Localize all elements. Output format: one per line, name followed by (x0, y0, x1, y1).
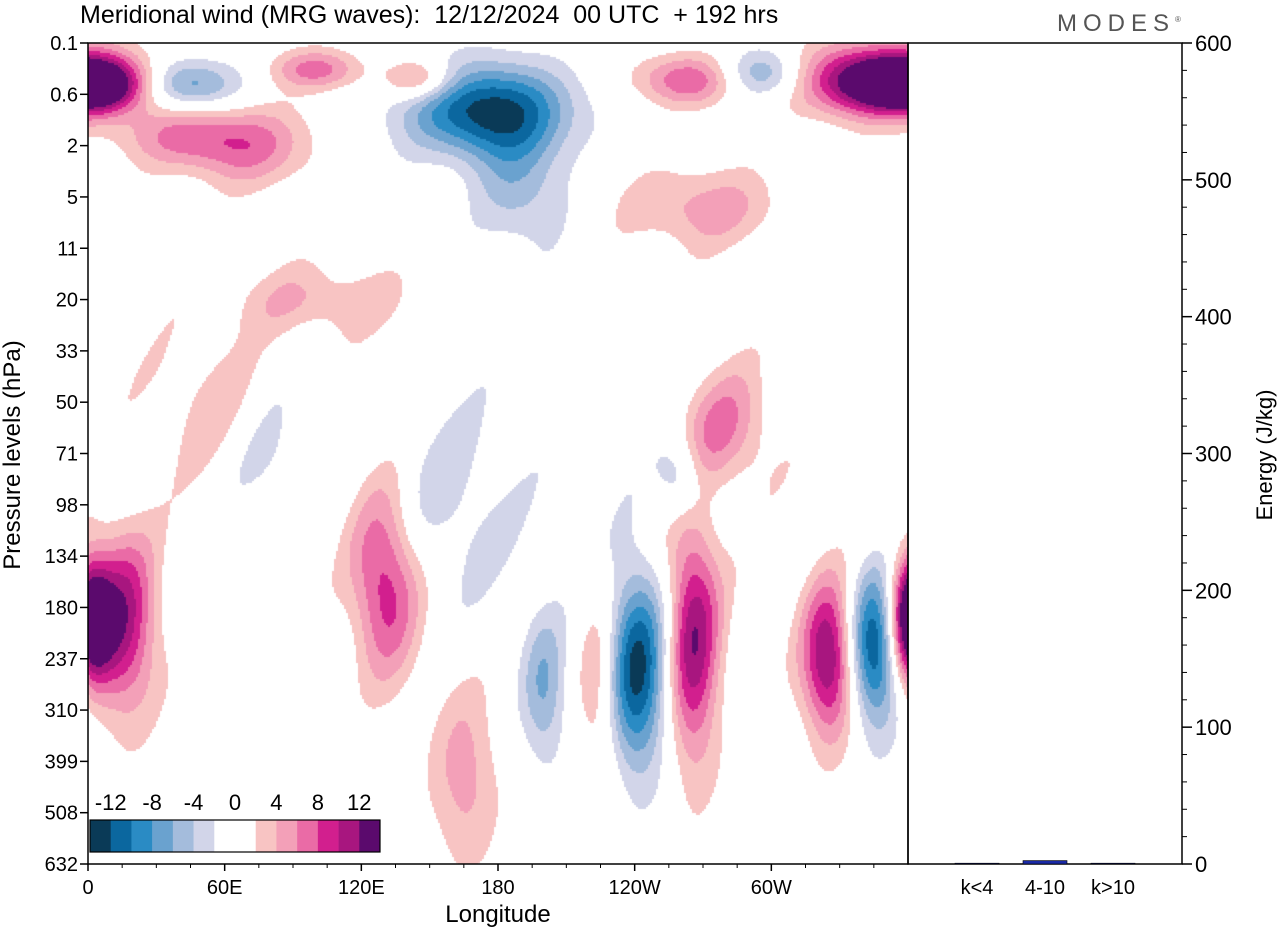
colorbar-label: 12 (347, 790, 371, 815)
colorbar-label: -8 (142, 790, 162, 815)
colorbar-swatch (255, 820, 277, 852)
y-tick-label: 33 (56, 341, 78, 363)
heatmap-canvas (88, 43, 908, 864)
y-tick-label: 11 (57, 238, 78, 260)
y-tick-label: 134 (45, 546, 78, 568)
colorbar-swatch (90, 820, 112, 852)
y-tick-label: 632 (45, 854, 78, 876)
x-tick-label: 60E (207, 877, 243, 899)
energy-axis-ticks: 0 100 200 300 400 500 600 (1182, 31, 1232, 877)
brand-mark: ® (1175, 15, 1181, 24)
colorbar-swatch (297, 820, 319, 852)
y-tick-label: 399 (45, 751, 78, 773)
page-title: Meridional wind (MRG waves): 12/12/2024 … (80, 1, 779, 29)
colorbar-swatch (317, 820, 339, 852)
bar-category-labels: k<4 4-10 k>10 (961, 877, 1135, 899)
colorbar-swatch (193, 820, 215, 852)
colorbar-swatch (131, 820, 153, 852)
y-tick-label: 20 (56, 290, 78, 312)
y-tick-label: 310 (45, 700, 78, 722)
energy-bar (1022, 860, 1068, 865)
colorbar-label: -4 (184, 790, 204, 815)
y-tick-label: 180 (45, 597, 78, 619)
colorbar-label: 0 (229, 790, 241, 815)
brand-name: MODES (1057, 10, 1176, 37)
colorbar-swatch (152, 820, 174, 852)
x-axis-ticks: 0 60E 120E 180 120W 60W (82, 864, 875, 899)
colorbar-frame (89, 819, 381, 853)
colorbar-swatch (338, 820, 360, 852)
energy-tick-label: 300 (1195, 442, 1232, 467)
colorbar-label: -12 (95, 790, 127, 815)
colorbar-swatch (110, 820, 132, 852)
y-tick-label: 5 (67, 187, 78, 209)
y-tick-label: 98 (56, 495, 78, 517)
energy-tick-label: 400 (1195, 305, 1232, 330)
x-tick-label: 60W (751, 877, 792, 899)
heatmap-canvas-host (88, 43, 908, 864)
bar-panel-frame (907, 42, 1183, 865)
colorbar-label: 8 (312, 790, 324, 815)
energy-bar (1090, 862, 1136, 865)
colorbar-swatch (359, 820, 381, 852)
energy-axis-label: Energy (J/kg) (1252, 390, 1277, 521)
y-tick-label: 0.6 (50, 84, 78, 106)
colorbar-swatch (172, 820, 194, 852)
energy-tick-label: 200 (1195, 578, 1232, 603)
y-tick-label: 0.1 (50, 33, 78, 55)
bar-category-label: 4-10 (1025, 877, 1065, 899)
bar-category-label: k<4 (961, 877, 994, 899)
y-tick-label: 71 (56, 444, 78, 466)
bar-category-label: k>10 (1091, 877, 1135, 899)
brand-logo: MODES® (1057, 10, 1181, 38)
energy-tick-label: 100 (1195, 715, 1232, 740)
colorbar-labels: -12 -8 -4 0 4 8 12 (95, 790, 372, 815)
colorbar (89, 819, 381, 853)
energy-tick-label: 600 (1195, 31, 1232, 56)
colorbar-swatch (276, 820, 298, 852)
colorbar-swatch (214, 820, 236, 852)
colorbar-swatch (235, 820, 257, 852)
x-tick-label: 120W (609, 877, 661, 899)
energy-tick-label: 500 (1195, 168, 1232, 193)
energy-bar (954, 862, 1000, 865)
y-tick-label: 2 (67, 136, 78, 158)
energy-tick-label: 0 (1195, 852, 1207, 877)
x-tick-label: 0 (82, 877, 93, 899)
y-tick-label: 508 (45, 803, 78, 825)
y-axis-label: Pressure levels (hPa) (0, 340, 26, 569)
x-tick-label: 120E (338, 877, 385, 899)
y-axis-ticks: 0.1 0.6 2 5 11 20 33 50 71 98 134 180 237 310 399 508 63… (45, 33, 88, 876)
colorbar-label: 4 (270, 790, 282, 815)
y-tick-label: 50 (56, 392, 78, 414)
energy-bars (954, 860, 1136, 865)
x-tick-label: 180 (481, 877, 514, 899)
x-axis-label: Longitude (445, 901, 550, 928)
y-tick-label: 237 (45, 649, 78, 671)
